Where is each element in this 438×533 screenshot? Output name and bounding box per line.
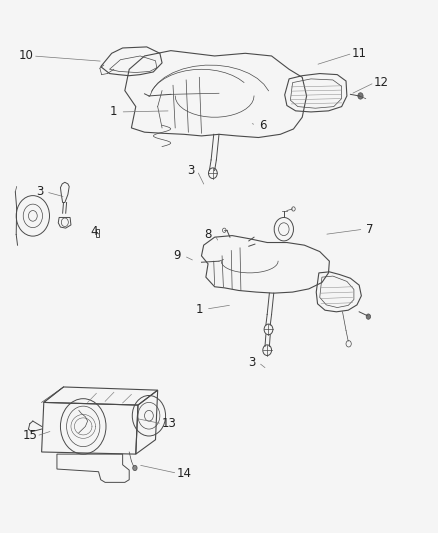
Text: 4: 4 <box>90 225 98 238</box>
Text: 3: 3 <box>248 356 255 369</box>
Text: 12: 12 <box>374 76 389 89</box>
Text: 6: 6 <box>259 119 267 132</box>
Text: 15: 15 <box>22 430 37 442</box>
Text: 7: 7 <box>366 223 374 236</box>
Circle shape <box>358 93 363 99</box>
Text: 11: 11 <box>352 47 367 60</box>
Circle shape <box>133 465 137 471</box>
Circle shape <box>366 314 371 319</box>
Text: 1: 1 <box>110 106 118 118</box>
Text: 3: 3 <box>187 164 194 177</box>
Text: 3: 3 <box>36 185 43 198</box>
Text: 9: 9 <box>173 249 181 262</box>
Text: 8: 8 <box>205 228 212 241</box>
Text: 10: 10 <box>19 50 34 62</box>
Text: 13: 13 <box>161 417 176 430</box>
Text: 1: 1 <box>195 303 203 316</box>
Text: 14: 14 <box>177 467 191 480</box>
